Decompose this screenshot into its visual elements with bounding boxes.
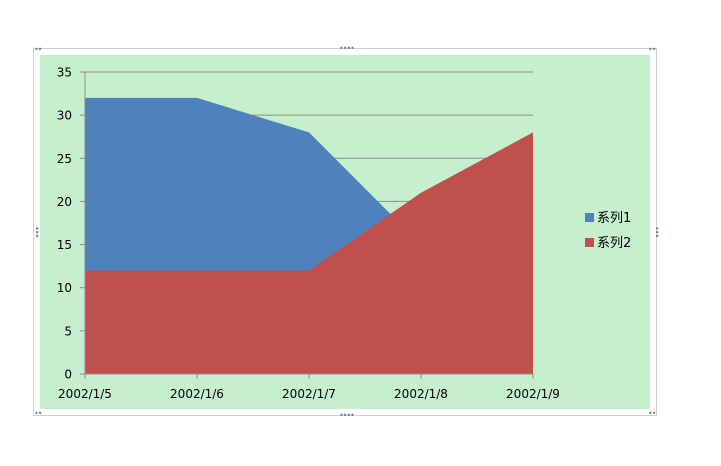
resize-handle-bottom[interactable]: •••• <box>339 411 355 420</box>
y-tick-label: 35 <box>57 66 72 80</box>
resize-handle-top[interactable]: •••• <box>339 44 355 53</box>
x-tick-label: 2002/1/5 <box>58 387 112 401</box>
y-tick-label: 30 <box>57 109 72 123</box>
x-tick-label: 2002/1/8 <box>394 387 448 401</box>
x-tick-label: 2002/1/9 <box>506 387 560 401</box>
legend-label-2: 系列2 <box>597 236 631 251</box>
legend-label-1: 系列1 <box>597 211 631 226</box>
resize-handle-top-left[interactable]: •• <box>34 45 43 54</box>
y-tick-label: 15 <box>57 238 72 252</box>
resize-handle-left[interactable]: ••• <box>32 226 41 238</box>
y-tick-label: 25 <box>57 152 72 166</box>
legend-swatch-2 <box>585 238 594 247</box>
y-tick-label: 20 <box>57 195 72 209</box>
legend-swatch-1 <box>585 213 594 222</box>
y-tick-label: 10 <box>57 281 72 295</box>
resize-handle-top-right[interactable]: •• <box>648 45 657 54</box>
y-tick-label: 0 <box>64 368 72 382</box>
x-tick-label: 2002/1/7 <box>282 387 336 401</box>
x-tick-label: 2002/1/6 <box>170 387 224 401</box>
resize-handle-bottom-right[interactable]: •• <box>648 409 657 418</box>
y-tick-label: 5 <box>64 324 72 338</box>
resize-handle-right[interactable]: ••• <box>652 226 661 238</box>
resize-handle-bottom-left[interactable]: •• <box>34 409 43 418</box>
series-area-2 <box>85 132 533 374</box>
